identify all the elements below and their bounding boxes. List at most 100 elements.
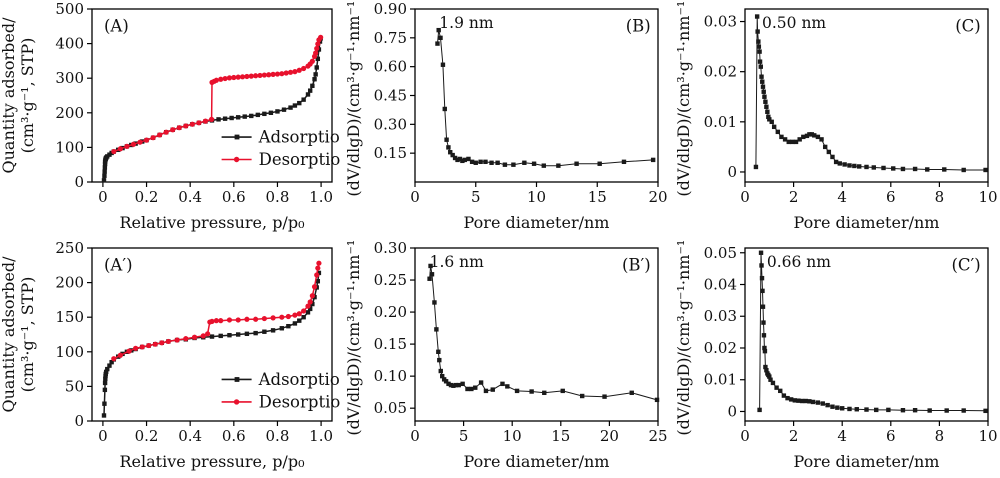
data-point <box>833 159 839 165</box>
x-tick-label: 0 <box>410 427 420 445</box>
data-point <box>296 67 302 73</box>
y-axis-label: (dV/dlgD)/(cm³·g⁻¹·nm⁻¹) <box>674 239 693 436</box>
data-point <box>312 77 317 82</box>
data-point <box>244 73 250 80</box>
data-point <box>301 315 306 320</box>
data-point <box>785 395 790 401</box>
data-point <box>812 133 817 138</box>
data-point <box>301 308 307 314</box>
data-point <box>768 377 773 382</box>
panel-C-pore-distribution: 0 2 4 6 8 10 0 0.01 0.02 0.03 Pore diameter/nm (dV/… <box>670 0 1000 239</box>
data-point <box>804 133 810 139</box>
data-point <box>262 111 267 117</box>
legend-label: Adsorption <box>258 128 340 147</box>
data-point <box>769 119 774 125</box>
series-line-pore-size-distribution <box>755 16 986 171</box>
x-tick-label: 0.8 <box>266 427 290 445</box>
data-point <box>541 163 546 168</box>
data-point <box>891 166 896 171</box>
data-point <box>309 293 315 299</box>
x-tick-label: 15 <box>551 427 570 445</box>
data-point <box>105 366 110 372</box>
data-point <box>253 330 258 336</box>
data-point <box>837 161 842 166</box>
data-point <box>218 318 224 324</box>
data-point <box>842 162 847 167</box>
y-tick-label: 150 <box>55 308 84 326</box>
y-tick-label: 100 <box>55 138 84 156</box>
data-point <box>830 154 835 160</box>
data-point <box>473 160 478 165</box>
data-point <box>864 164 869 170</box>
data-point <box>126 348 132 354</box>
data-point <box>281 107 287 112</box>
y-tick-label: 0 <box>727 163 737 181</box>
data-point <box>786 139 791 145</box>
y-tick-label: 0.60 <box>374 58 407 76</box>
data-point <box>305 63 311 69</box>
y-tick-label: 0.30 <box>374 239 407 257</box>
data-point <box>443 379 449 384</box>
x-axis-label: Pore diameter/nm <box>794 452 940 471</box>
x-tick-label: 5 <box>471 188 481 206</box>
data-point <box>261 72 267 78</box>
data-point <box>270 315 276 321</box>
plot-box <box>91 247 333 422</box>
data-point <box>760 79 765 84</box>
x-tick-label: 25 <box>648 427 667 445</box>
plot-box <box>744 247 989 422</box>
data-point <box>183 336 189 342</box>
data-point <box>222 75 228 82</box>
data-point <box>235 332 241 337</box>
data-point <box>202 118 209 124</box>
data-point <box>262 329 267 334</box>
data-point <box>257 72 263 79</box>
peak-annotation: 1.9 nm <box>439 14 494 32</box>
data-point <box>316 260 322 266</box>
data-point <box>255 112 261 118</box>
data-point <box>235 317 241 323</box>
data-point <box>311 53 318 60</box>
y-tick-label: 0.20 <box>374 303 407 321</box>
data-point <box>881 165 886 171</box>
y-tick-label: 0.10 <box>374 367 407 385</box>
y-tick-label: 0.75 <box>374 29 407 47</box>
data-point <box>757 49 762 54</box>
data-point <box>146 342 152 349</box>
data-point <box>830 404 835 409</box>
x-axis-label: Pore diameter/nm <box>464 213 610 232</box>
data-point <box>460 381 465 387</box>
data-point <box>779 134 784 140</box>
data-point <box>297 100 302 106</box>
data-point <box>925 167 930 172</box>
data-point <box>446 145 451 150</box>
x-tick-label: 8 <box>935 188 945 206</box>
data-point <box>292 69 298 75</box>
data-point <box>756 44 762 49</box>
data-point <box>490 387 495 392</box>
x-tick-label: 0.4 <box>178 427 202 445</box>
data-point <box>774 385 779 390</box>
data-point <box>495 160 500 165</box>
data-point <box>427 276 432 281</box>
y-axis-label: (dV/dlgD)/(cm³·g⁻¹·nm⁻¹) <box>674 0 693 197</box>
data-point <box>757 407 762 413</box>
data-point <box>453 382 459 388</box>
data-point <box>847 406 852 412</box>
x-tick-label: 2 <box>789 188 799 206</box>
data-point <box>292 321 298 326</box>
y-tick-label: 250 <box>55 239 84 257</box>
data-point <box>307 299 313 305</box>
data-point <box>469 386 474 392</box>
data-point <box>500 381 505 387</box>
data-point <box>279 71 285 77</box>
data-point <box>288 105 293 110</box>
data-point <box>315 279 321 284</box>
data-point <box>239 74 246 80</box>
data-point <box>556 163 561 168</box>
peak-annotation: 0.66 nm <box>767 253 831 271</box>
chart-canvas-B2: 0 5 10 15 20 25 0.05 0.10 0.15 0.20 0.25 0.30 Pore d… <box>344 239 668 471</box>
x-tick-label: 10 <box>978 188 997 206</box>
data-point <box>107 363 112 368</box>
data-point <box>275 109 280 114</box>
